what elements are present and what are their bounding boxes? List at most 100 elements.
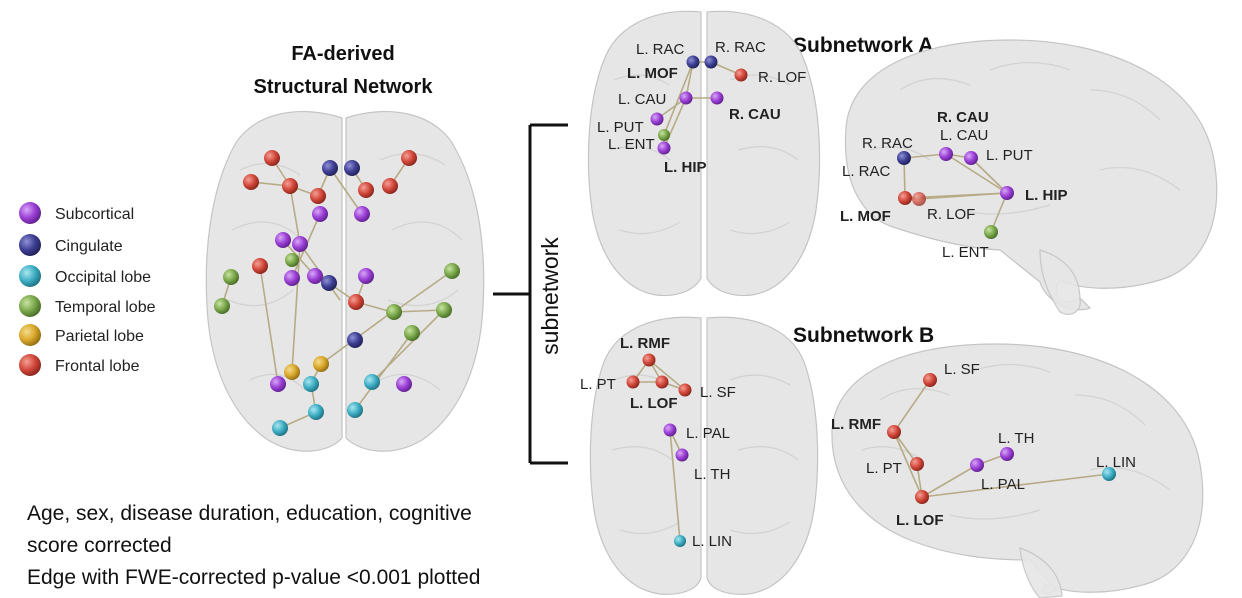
subnetwork-b-title: Subnetwork B <box>793 324 934 347</box>
node-frontal <box>401 150 417 166</box>
label-l-cau: L. CAU <box>940 127 988 144</box>
label-r-cau: R. CAU <box>729 106 781 123</box>
label-l-pt: L. PT <box>580 376 616 393</box>
subnetwork-a-axial-brain <box>587 10 821 297</box>
node-temporal <box>223 269 239 285</box>
node-occipital <box>347 402 363 418</box>
node-subcortical <box>312 206 328 222</box>
node-subcortical <box>270 376 286 392</box>
node-subcortical <box>292 236 308 252</box>
legend-label: Frontal lobe <box>55 358 140 375</box>
label-l-hip: L. HIP <box>1025 187 1068 204</box>
subnetwork-a-sagittal-brain <box>844 39 1218 315</box>
subnetwork-b-axial-nodes <box>626 353 692 547</box>
label-l-rac: L. RAC <box>636 41 685 58</box>
node-cingulate <box>347 332 363 348</box>
node-subcortical <box>284 270 300 286</box>
node-subcortical <box>358 268 374 284</box>
label-l-lin: L. LIN <box>1096 454 1136 471</box>
main-title-line2: Structural Network <box>254 76 434 98</box>
label-l-lin: L. LIN <box>692 533 732 550</box>
node-frontal <box>252 258 268 274</box>
node-temporal <box>285 253 299 267</box>
legend-label: Occipital lobe <box>55 269 151 286</box>
node-frontal <box>282 178 298 194</box>
node-cingulate <box>344 160 360 176</box>
subnetwork-a-sagittal-nodes <box>897 147 1014 239</box>
label-l-sf: L. SF <box>944 361 980 378</box>
subnetwork-b-sagittal-labels: L. SF L. RMF L. TH L. PT L. LIN L. PAL L… <box>831 361 1136 529</box>
subnetwork-bracket: subnetwork <box>493 123 568 465</box>
legend-item-cingulate: Cingulate <box>19 234 123 256</box>
label-l-pt: L. PT <box>866 460 902 477</box>
node-frontal <box>382 178 398 194</box>
node-occipital <box>308 404 324 420</box>
label-r-lof: R. LOF <box>927 206 975 223</box>
node-temporal <box>444 263 460 279</box>
main-title: FA-derived Structural Network <box>254 43 434 98</box>
legend-item-frontal: Frontal lobe <box>19 354 140 376</box>
subnetwork-b-sagittal-edges <box>893 379 1110 498</box>
node-frontal <box>264 150 280 166</box>
legend-label: Parietal lobe <box>55 328 144 345</box>
node-frontal <box>348 294 364 310</box>
node-temporal <box>214 298 230 314</box>
label-r-rac: R. RAC <box>862 135 913 152</box>
label-l-put: L. PUT <box>597 119 644 136</box>
legend-label: Temporal lobe <box>55 299 156 316</box>
legend-item-parietal: Parietal lobe <box>19 324 144 346</box>
node-subcortical <box>354 206 370 222</box>
legend: Subcortical Cingulate Occipital lobe Tem… <box>19 202 156 376</box>
subnetwork-a-sagittal-labels: R. CAU R. RAC L. CAU L. PUT L. RAC L. HI… <box>840 109 1068 261</box>
legend-item-subcortical: Subcortical <box>19 202 134 224</box>
subnetwork-b-sagittal-nodes <box>887 373 1116 504</box>
label-l-rac: L. RAC <box>842 163 891 180</box>
legend-item-temporal: Temporal lobe <box>19 295 156 317</box>
legend-label: Subcortical <box>55 206 134 223</box>
node-frontal <box>310 188 326 204</box>
label-l-mof: L. MOF <box>627 65 678 82</box>
legend-label: Cingulate <box>55 238 123 255</box>
notes: Age, sex, disease duration, education, c… <box>27 502 481 589</box>
label-l-hip: L. HIP <box>664 159 707 176</box>
label-l-th: L. TH <box>694 466 730 483</box>
node-parietal <box>284 364 300 380</box>
node-cingulate <box>322 160 338 176</box>
node-temporal <box>404 325 420 341</box>
label-r-lof: R. LOF <box>758 69 806 86</box>
subnetwork-b-sagittal-brain <box>831 343 1204 598</box>
subnetwork-a-axial-labels: L. RAC R. RAC L. MOF R. LOF L. CAU R. CA… <box>597 39 806 176</box>
label-l-th: L. TH <box>998 430 1034 447</box>
node-frontal <box>243 174 259 190</box>
legend-item-occipital: Occipital lobe <box>19 265 151 287</box>
node-subcortical <box>275 232 291 248</box>
subnetwork-b-axial-brain <box>589 316 819 595</box>
node-occipital <box>272 420 288 436</box>
node-temporal <box>436 302 452 318</box>
subnetwork-b-axial-labels: L. RMF L. PT L. SF L. LOF L. PAL L. TH L… <box>580 335 736 550</box>
node-cingulate <box>321 275 337 291</box>
node-temporal <box>386 304 402 320</box>
label-l-lof: L. LOF <box>630 395 678 412</box>
label-r-cau: R. CAU <box>937 109 989 126</box>
label-l-sf: L. SF <box>700 384 736 401</box>
node-subcortical <box>307 268 323 284</box>
node-parietal <box>313 356 329 372</box>
label-l-mof: L. MOF <box>840 208 891 225</box>
label-l-cau: L. CAU <box>618 91 666 108</box>
note-line-1: Age, sex, disease duration, education, c… <box>27 502 472 525</box>
label-l-rmf: L. RMF <box>620 335 670 352</box>
node-occipital <box>303 376 319 392</box>
subnetwork-label: subnetwork <box>537 237 563 355</box>
label-l-pal: L. PAL <box>981 476 1025 493</box>
label-l-put: L. PUT <box>986 147 1033 164</box>
subnetwork-a-axial-nodes <box>650 55 748 155</box>
label-l-rmf: L. RMF <box>831 416 881 433</box>
main-title-line1: FA-derived <box>291 43 394 65</box>
label-l-ent: L. ENT <box>942 244 989 261</box>
label-r-rac: R. RAC <box>715 39 766 56</box>
label-l-pal: L. PAL <box>686 425 730 442</box>
note-line-3: Edge with FWE-corrected p-value <0.001 p… <box>27 566 481 589</box>
label-l-lof: L. LOF <box>896 512 944 529</box>
